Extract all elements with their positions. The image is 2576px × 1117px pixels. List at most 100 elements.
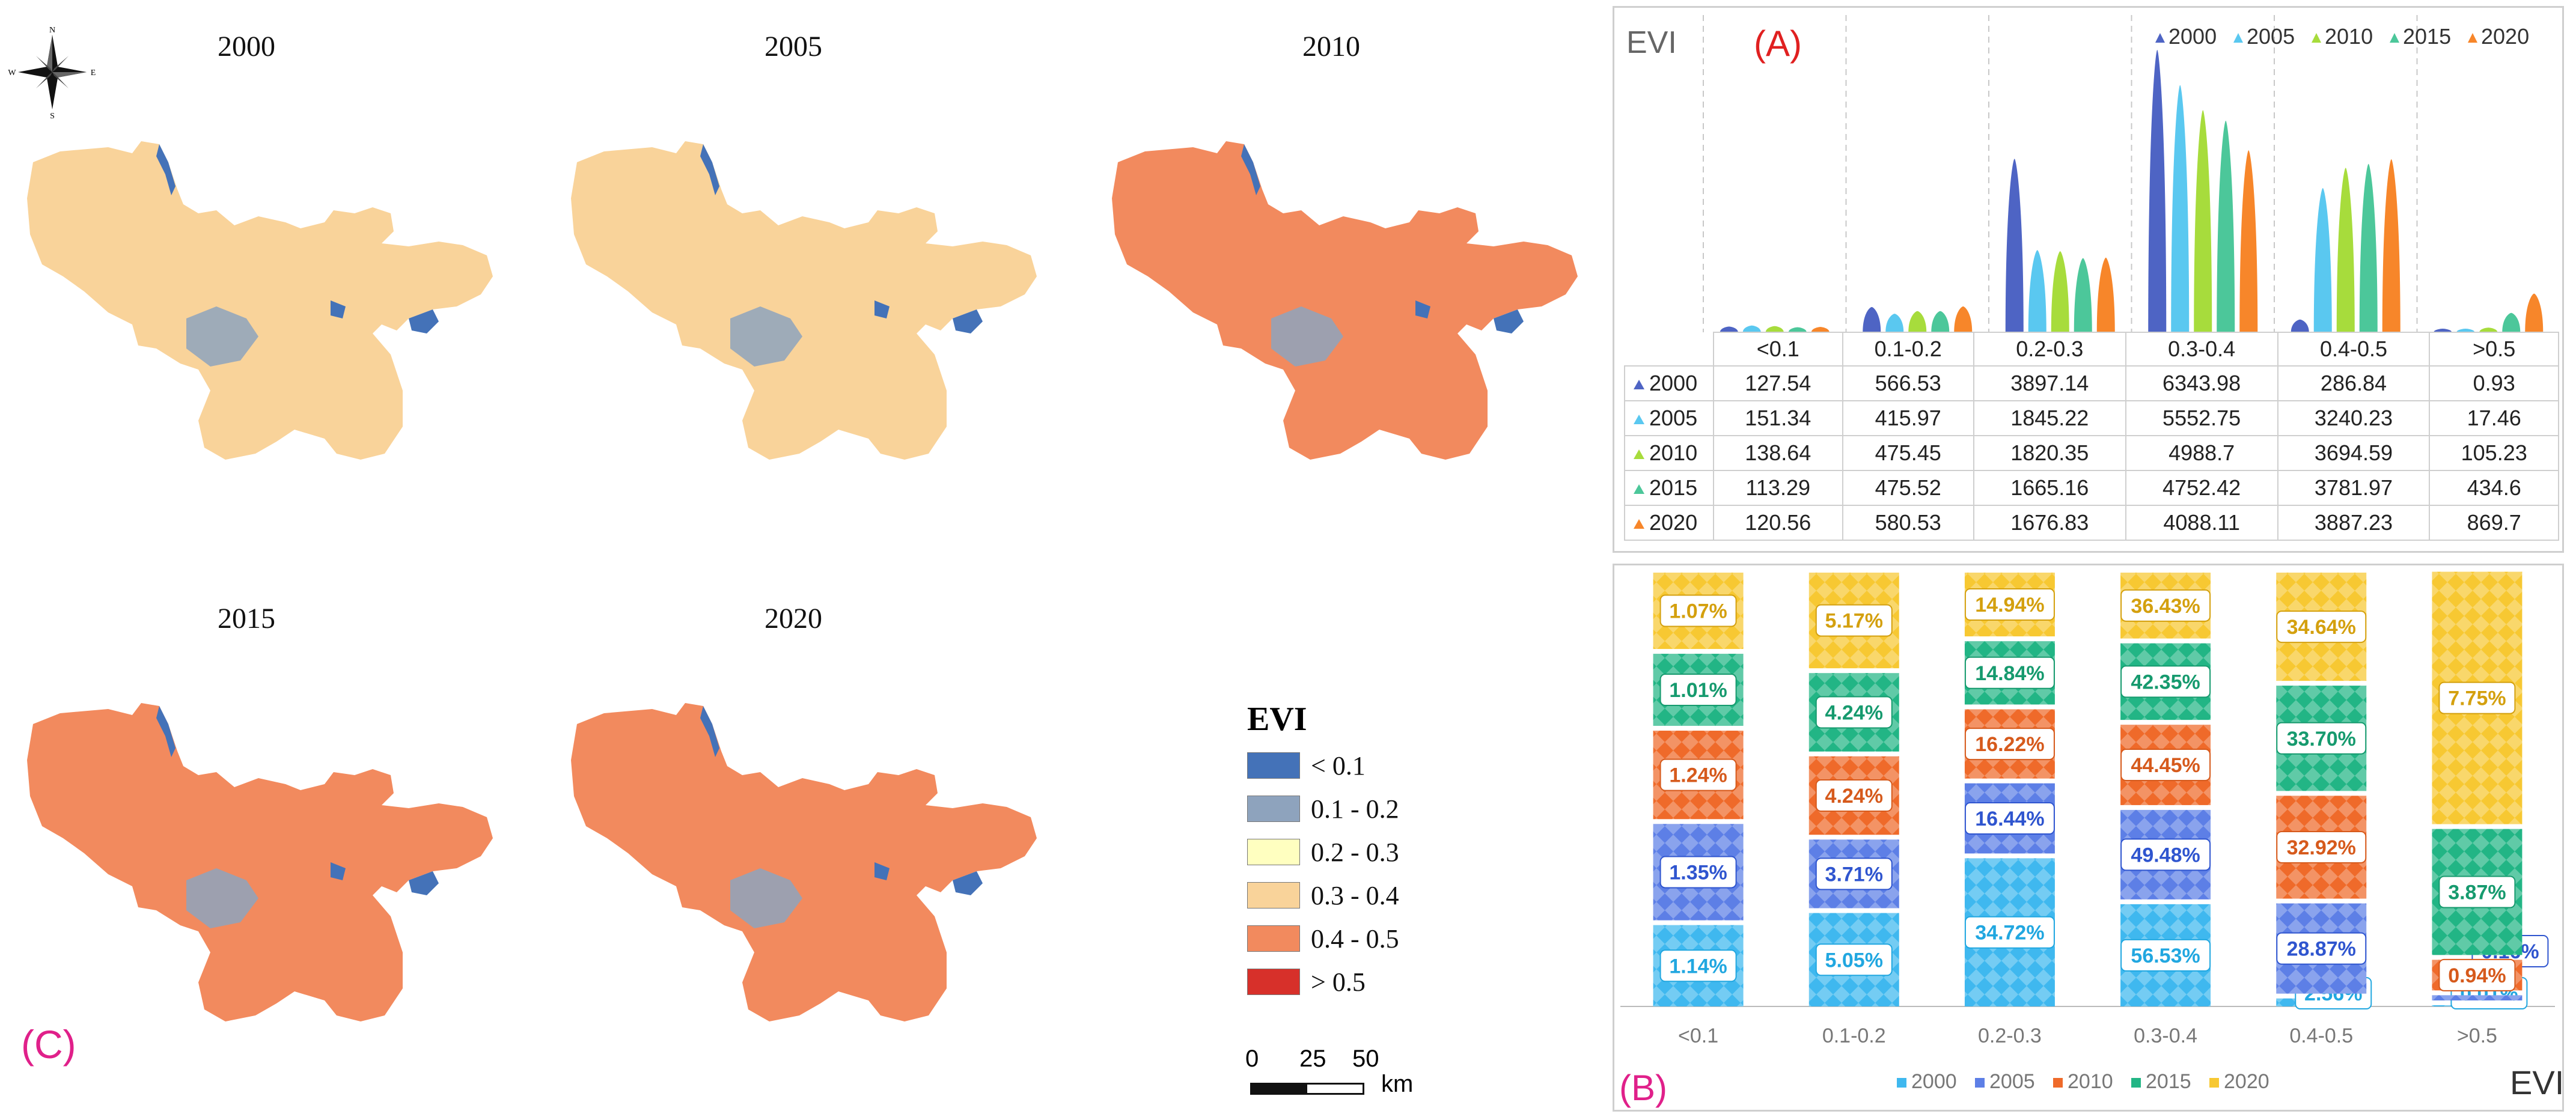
legend-label: 2015: [2146, 1070, 2191, 1093]
water-body: [874, 300, 890, 318]
label-text: 34.72%: [1975, 922, 2044, 945]
x-tick-label: <0.1: [1678, 1024, 1718, 1047]
data-label-2010-5: 0.94%: [2438, 958, 2516, 991]
legend-label: 2020: [2224, 1070, 2269, 1093]
label-box: [2438, 958, 2516, 991]
table-cell: 120.56: [1713, 505, 1843, 541]
series-name: 2010: [1649, 440, 1698, 465]
water-body: [953, 871, 983, 895]
bar-2005-2: [2028, 250, 2046, 332]
table-cell: 1820.35: [1973, 435, 2126, 471]
label-box: [1659, 594, 1737, 627]
label-text: 4.24%: [1825, 785, 1883, 808]
data-label-2010-3: 44.45%: [2120, 749, 2211, 782]
scale-unit: km: [1381, 1071, 1414, 1097]
x-tick-label: 0.1-0.2: [1822, 1024, 1886, 1047]
panel-label-a: (A): [1754, 23, 1802, 64]
water-body: [409, 309, 439, 333]
label-text: 5.17%: [1825, 610, 1883, 633]
table-cell: 1676.83: [1973, 505, 2126, 541]
legend-label: 0.3 - 0.4: [1311, 880, 1399, 910]
water-body: [700, 144, 719, 195]
bar-2010-5: [2479, 327, 2498, 332]
map-region: [27, 703, 493, 1021]
map-legend-item: 0.2 - 0.3: [1247, 838, 1399, 867]
series-name: 2000: [1649, 371, 1698, 395]
legend-label: 2010: [2325, 24, 2373, 49]
bar-2020-5: [2525, 293, 2544, 332]
evi-map-2000: [27, 141, 493, 460]
legend-item-2005: 2005: [1975, 1070, 2035, 1093]
table-row-header: 2020: [1624, 505, 1714, 541]
table-cell: 3781.97: [2277, 470, 2431, 506]
data-label-2010-1: 4.24%: [1815, 779, 1893, 812]
legend-marker: [2468, 33, 2477, 43]
table-cell: 17.46: [2429, 400, 2559, 436]
map-legend-title: EVI: [1247, 701, 1307, 738]
bar-2010-3: [2194, 110, 2212, 332]
legend-item-2015: 2015: [2390, 24, 2451, 49]
label-box: [2120, 939, 2211, 972]
map-legend-item: < 0.1: [1247, 751, 1366, 781]
label-box: [1964, 916, 2055, 949]
table-cell: 3897.14: [1973, 365, 2126, 401]
x-axis-label: EVI: [2510, 1064, 2562, 1101]
table-row: 2020 120.56 580.53 1676.83 4088.11 3887.23 869…: [1624, 505, 2559, 541]
table-cell: 113.29: [1713, 470, 1843, 506]
label-text: 1.01%: [1669, 679, 1727, 702]
table-cell: 4988.7: [2125, 435, 2278, 471]
label-box: [2276, 932, 2367, 965]
data-label-2015-1: 4.24%: [1815, 696, 1893, 729]
map-region: [571, 141, 1037, 460]
table-row-header: 2000: [1624, 365, 1714, 401]
compass-e: E: [91, 68, 96, 78]
table-cell: 415.97: [1842, 400, 1974, 436]
legend-item-2000: 2000: [2155, 24, 2217, 49]
scale-bar: 0 25 50 km: [1244, 1045, 1442, 1112]
label-text: 3.71%: [1825, 863, 1883, 886]
evi-map-2020: [571, 703, 1037, 1021]
legend-label: > 0.5: [1311, 967, 1366, 997]
label-box: [1659, 674, 1737, 707]
compass-n: N: [49, 26, 55, 35]
legend-item-2020: 2020: [2468, 24, 2529, 49]
table-row-header: 2015: [1624, 470, 1714, 506]
data-label-2015-3: 42.35%: [2120, 665, 2211, 698]
label-box: [2120, 838, 2211, 871]
distribution-chart-a: EVI (A) 2000 2005 2010 2015 2020: [1626, 15, 2544, 332]
label-text: 28.87%: [2287, 938, 2356, 961]
map-legend-item: 0.4 - 0.5: [1247, 924, 1399, 954]
table-cell: 5552.75: [2125, 400, 2278, 436]
water-body: [331, 862, 346, 880]
table-cell: 286.84: [2277, 365, 2431, 401]
label-box: [1815, 857, 1893, 890]
map-legend-item: 0.3 - 0.4: [1247, 881, 1399, 910]
table-cell: 434.6: [2429, 470, 2559, 506]
label-box: [2276, 722, 2367, 755]
legend-label: 2010: [2068, 1070, 2113, 1093]
bar-2015-1: [1931, 311, 1950, 332]
series-marker: [1634, 380, 1644, 390]
data-label-2000-0: 1.14%: [1659, 949, 1737, 982]
table-row: 2010 138.64 475.45 1820.35 4988.7 3694.59 105.…: [1624, 435, 2559, 471]
water-body: [700, 706, 719, 757]
label-text: 56.53%: [2131, 945, 2200, 967]
table-cell: 475.45: [1842, 435, 1974, 471]
data-label-2005-3: 49.48%: [2120, 838, 2211, 871]
table-cell: 869.7: [2429, 505, 2559, 541]
legend-marker: [2312, 33, 2321, 43]
data-label-2000-2: 34.72%: [1964, 916, 2055, 949]
bar-2020-1: [1954, 306, 1973, 332]
legend-swatch: [1247, 839, 1300, 865]
legend-label: 2000: [1911, 1070, 1957, 1093]
bar-2000-5: [2434, 329, 2452, 332]
legend-label: 0.4 - 0.5: [1311, 924, 1399, 954]
label-text: 42.35%: [2131, 671, 2200, 693]
bar-2015-4: [2359, 163, 2378, 332]
label-box: [1964, 802, 2055, 835]
data-label-2020-1: 5.17%: [1815, 604, 1893, 637]
bar-2005-5: [2456, 329, 2475, 332]
label-text: 1.35%: [1669, 861, 1727, 884]
data-label-2005-4: 28.87%: [2276, 932, 2367, 965]
bar-2005-0: [1742, 325, 1761, 332]
